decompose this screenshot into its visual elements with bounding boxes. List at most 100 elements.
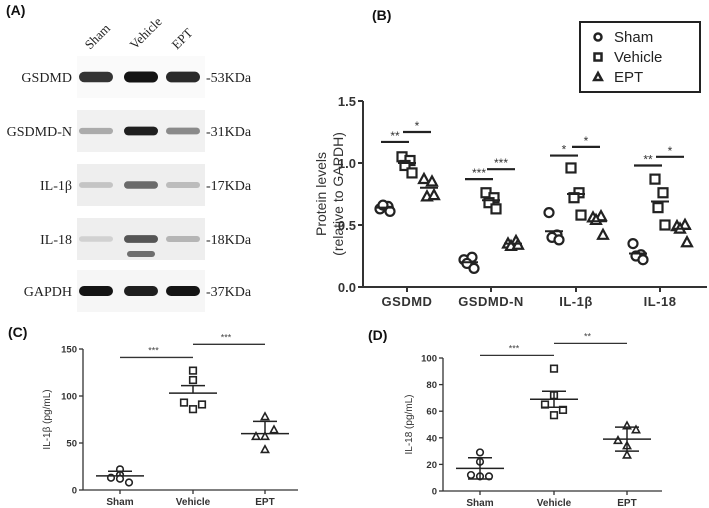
significance-label: ***: [494, 156, 508, 170]
significance-label: *: [584, 134, 589, 148]
blot-band: [79, 71, 113, 83]
x-category-label: GSDMD: [382, 294, 433, 309]
x-category-label: Sham: [466, 498, 493, 508]
data-point-vehicle: [652, 202, 664, 214]
y-tick-label: 1.5: [338, 94, 356, 109]
blot-band: [79, 286, 113, 296]
panel-label-a: (A): [6, 2, 25, 18]
y-tick-label: 0.5: [338, 218, 356, 233]
data-point-ept: [260, 411, 270, 421]
x-category-label: Sham: [106, 497, 133, 508]
data-point-ept: [251, 430, 261, 441]
legend-marker-vehicle: [593, 52, 603, 62]
x-category-label: IL-18: [644, 294, 677, 309]
data-point-vehicle: [197, 400, 207, 409]
data-point-sham: [466, 470, 476, 480]
significance-label: ***: [509, 343, 520, 353]
y-tick-label: 50: [66, 439, 77, 450]
data-point-ept: [427, 187, 441, 201]
blot-band: [124, 235, 158, 243]
y-tick-label: 1.0: [338, 156, 356, 171]
data-point-vehicle: [575, 209, 587, 221]
blot-band: [79, 236, 113, 242]
y-tick-label: 80: [426, 380, 437, 391]
significance-label: **: [643, 152, 653, 166]
data-point-vehicle: [659, 219, 671, 231]
blot-size-label: -17KDa: [206, 179, 252, 194]
blot-protein-label: GAPDH: [24, 285, 72, 300]
significance-label: *: [562, 143, 567, 157]
x-category-label: Vehicle: [537, 498, 572, 508]
data-point-sham: [543, 207, 555, 219]
data-point-vehicle: [649, 173, 661, 185]
data-point-ept: [596, 227, 610, 240]
y-axis-title: IL-1β (pg/mL): [42, 389, 53, 449]
data-point-vehicle: [399, 159, 411, 172]
significance-label: *: [668, 144, 673, 158]
data-point-vehicle: [565, 162, 577, 174]
blot-band: [79, 127, 113, 135]
data-point-vehicle: [549, 364, 559, 373]
blot-band: [166, 182, 200, 188]
data-point-vehicle: [549, 411, 559, 420]
blot-protein-label: GSDMD: [21, 71, 72, 86]
data-point-ept: [622, 449, 632, 459]
significance-label: ***: [472, 166, 486, 180]
x-category-label: IL-1β: [559, 294, 593, 309]
lane-label: Vehicle: [127, 14, 165, 52]
data-point-ept: [417, 171, 431, 185]
y-tick-label: 100: [421, 354, 437, 365]
y-tick-label: 40: [426, 433, 437, 444]
data-point-vehicle: [188, 375, 198, 385]
y-axis-title: Protein levels(relative to GAPDH): [313, 132, 346, 256]
y-tick-label: 60: [426, 407, 437, 418]
blot-size-label: -31KDa: [206, 125, 252, 140]
data-point-sham: [124, 478, 134, 487]
panel-label-d: (D): [368, 327, 387, 343]
blot-size-label: -18KDa: [206, 233, 252, 248]
lane-label: Sham: [82, 21, 114, 53]
blot-band: [124, 286, 158, 296]
blot-band-secondary: [127, 251, 155, 257]
y-tick-label: 0.0: [338, 280, 356, 295]
data-point-ept: [613, 434, 623, 445]
data-point-ept: [260, 430, 270, 441]
data-point-vehicle: [188, 405, 198, 414]
y-tick-label: 150: [61, 345, 77, 356]
western-blot: Sham Vehicle EPT GSDMD -53KDa GSDMD-N -31KDa IL…: [7, 14, 252, 312]
legend-marker-sham: [593, 32, 603, 42]
legend-label: Sham: [614, 29, 653, 46]
data-point-ept: [269, 424, 279, 434]
significance-label: ***: [148, 345, 159, 355]
y-tick-label: 20: [426, 460, 437, 471]
data-point-ept: [680, 234, 694, 248]
data-point-sham: [468, 262, 480, 274]
legend-label: EPT: [614, 69, 643, 86]
data-point-sham: [475, 448, 485, 457]
lane-label: EPT: [169, 25, 196, 52]
x-category-label: Vehicle: [176, 497, 211, 508]
blot-protein-label: IL-1β: [40, 179, 72, 194]
data-point-sham: [553, 234, 565, 246]
legend-label: Vehicle: [614, 49, 662, 66]
chart-d-il18: 0 20 40 60 80 100 IL-18 (pg/mL) Sham Vehicle EPT *…: [404, 331, 662, 508]
blot-size-label: -37KDa: [206, 285, 252, 300]
legend: Sham Vehicle EPT: [579, 21, 701, 93]
y-tick-label: 100: [61, 392, 77, 403]
y-tick-label: 0: [72, 486, 77, 497]
y-tick-label: 0: [432, 487, 437, 498]
blot-band: [166, 127, 200, 135]
data-point-vehicle: [188, 366, 198, 375]
data-point-vehicle: [490, 203, 502, 215]
significance-label: **: [390, 129, 400, 143]
data-point-sham: [637, 254, 649, 266]
legend-marker-ept: [592, 70, 604, 82]
significance-label: ***: [221, 332, 232, 342]
blot-band: [124, 71, 158, 83]
panel-label-c: (C): [8, 324, 27, 340]
chart-b-protein-levels: 0.0 0.5 1.0 1.5 Protein levels(relative to G…: [313, 21, 707, 309]
significance-label: *: [415, 119, 420, 133]
data-point-vehicle: [657, 187, 669, 199]
y-axis-title: IL-18 (pg/mL): [404, 394, 415, 454]
